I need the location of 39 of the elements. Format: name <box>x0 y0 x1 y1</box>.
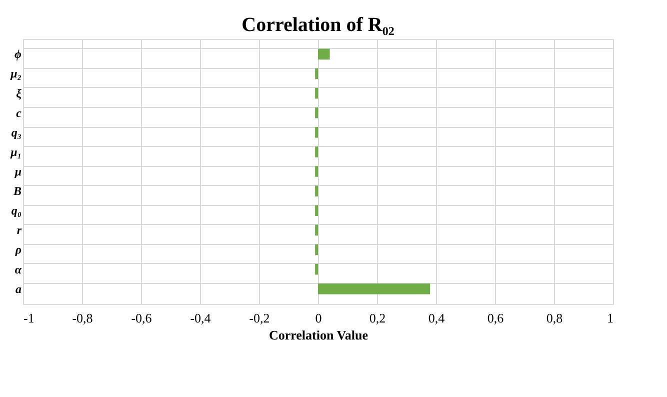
bar <box>315 244 318 256</box>
y-tick-label: ρ <box>14 242 22 257</box>
bar <box>315 146 318 158</box>
bar <box>318 283 430 294</box>
chart-title: Correlation of R₀₂ <box>242 14 394 36</box>
bar <box>315 68 318 80</box>
y-tick-label: α <box>14 262 22 276</box>
y-tick-label: q₃ <box>11 125 22 140</box>
y-tick-label: r <box>16 223 22 238</box>
bar <box>315 88 318 99</box>
bar <box>318 48 330 60</box>
x-axis-title: Correlation Value <box>268 328 368 342</box>
y-tick-label: μ <box>14 164 22 178</box>
bar <box>315 224 318 236</box>
x-tick-label: -0,2 <box>249 310 270 326</box>
x-tick-label: -0,8 <box>72 310 93 326</box>
bar <box>315 186 318 196</box>
bar <box>315 127 318 138</box>
y-tick-label: B <box>12 184 22 198</box>
y-tick-label: q₀ <box>11 204 22 218</box>
bar <box>315 205 318 216</box>
x-tick-label: -0,4 <box>190 310 212 326</box>
y-tick-label: μ₁ <box>10 144 22 159</box>
y-tick-label: a <box>16 282 22 296</box>
x-tick-label: 1 <box>607 310 614 326</box>
x-tick-label: 0,6 <box>487 310 504 326</box>
bar <box>315 264 318 275</box>
x-tick-label: 0,2 <box>369 310 386 326</box>
bar <box>315 166 318 177</box>
y-tick-label: μ₂ <box>10 66 22 81</box>
y-tick-label: c <box>16 106 22 120</box>
x-tick-label: 0,4 <box>428 310 446 326</box>
x-tick-label: -1 <box>24 310 34 326</box>
y-tick-label: ϕ <box>14 47 22 62</box>
x-tick-label: 0,8 <box>546 310 563 326</box>
x-tick-label: 0 <box>315 310 322 326</box>
bar <box>315 107 318 118</box>
x-tick-label: -0,6 <box>131 310 152 326</box>
y-tick-label: ξ <box>16 86 22 100</box>
